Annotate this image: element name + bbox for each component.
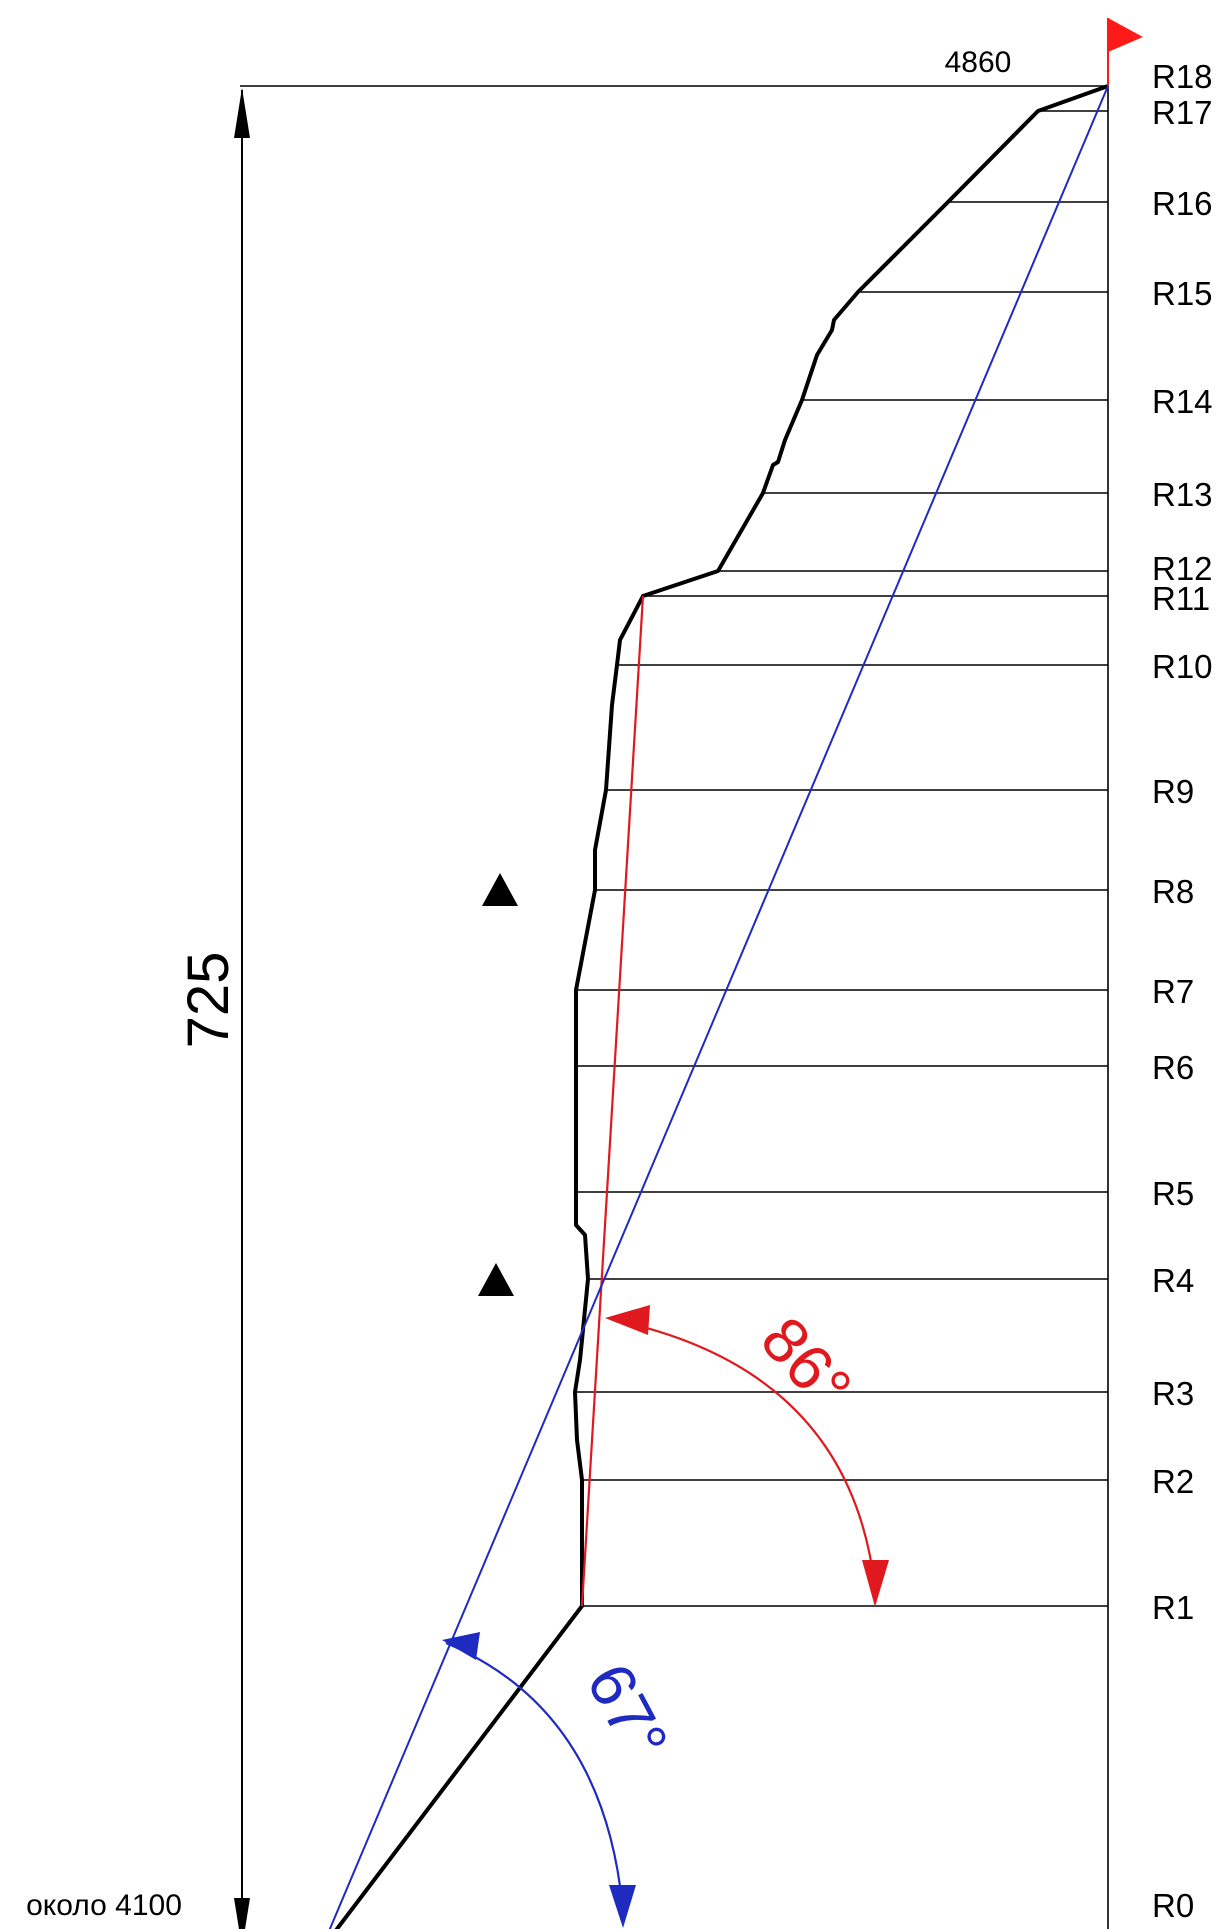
red-angle-arc (613, 1318, 877, 1589)
blue-arc-arrow-end (609, 1885, 636, 1928)
bivouac-triangle-icon (478, 1263, 514, 1296)
pitch-label-r3: R3 (1152, 1375, 1194, 1412)
pitch-label-r0: R0 (1152, 1887, 1194, 1924)
pitch-label-r13: R13 (1152, 476, 1213, 513)
pitch-labels: R18 R17 R16 R15 R14 R13 R12 R11 R10 R9 R… (1152, 58, 1213, 1924)
blue-arc-arrow-start (442, 1632, 480, 1660)
red-angle-line (580, 595, 645, 1607)
pitch-label-r16: R16 (1152, 185, 1213, 222)
pitch-label-r9: R9 (1152, 773, 1194, 810)
pitch-label-r18: R18 (1152, 58, 1213, 95)
frame (240, 85, 1109, 1929)
blue-angle-label: 67° (573, 1652, 682, 1771)
height-difference-label: 725 (176, 952, 241, 1049)
height-dimension: 725 (176, 88, 250, 1929)
pitch-label-r14: R14 (1152, 383, 1213, 420)
summit-altitude-label: 4860 (945, 46, 1012, 79)
pitch-label-r6: R6 (1152, 1049, 1194, 1086)
pitch-label-r11: R11 (1152, 580, 1210, 617)
pitch-label-r5: R5 (1152, 1175, 1194, 1212)
blue-angle-arc (445, 1641, 625, 1913)
pitch-label-r15: R15 (1152, 275, 1213, 312)
pitch-label-r1: R1 (1152, 1589, 1194, 1626)
pitch-label-r4: R4 (1152, 1262, 1194, 1299)
base-altitude-label: около 4100 (26, 1889, 182, 1922)
red-angle-label: 86° (747, 1303, 865, 1423)
pitch-label-r12: R12 (1152, 550, 1213, 587)
pitch-label-r10: R10 (1152, 648, 1213, 685)
pitch-label-r7: R7 (1152, 973, 1194, 1010)
pitch-label-r2: R2 (1152, 1463, 1194, 1500)
pitch-label-r17: R17 (1152, 94, 1213, 131)
summit-flag-icon (1107, 18, 1143, 86)
route-profile-line (334, 84, 1109, 1929)
red-arc-arrow-end (862, 1560, 889, 1607)
red-arc-arrow-start (605, 1305, 650, 1335)
blue-angle-line (328, 85, 1109, 1929)
pitch-label-r8: R8 (1152, 873, 1194, 910)
bivouac-triangle-icon (482, 873, 518, 906)
